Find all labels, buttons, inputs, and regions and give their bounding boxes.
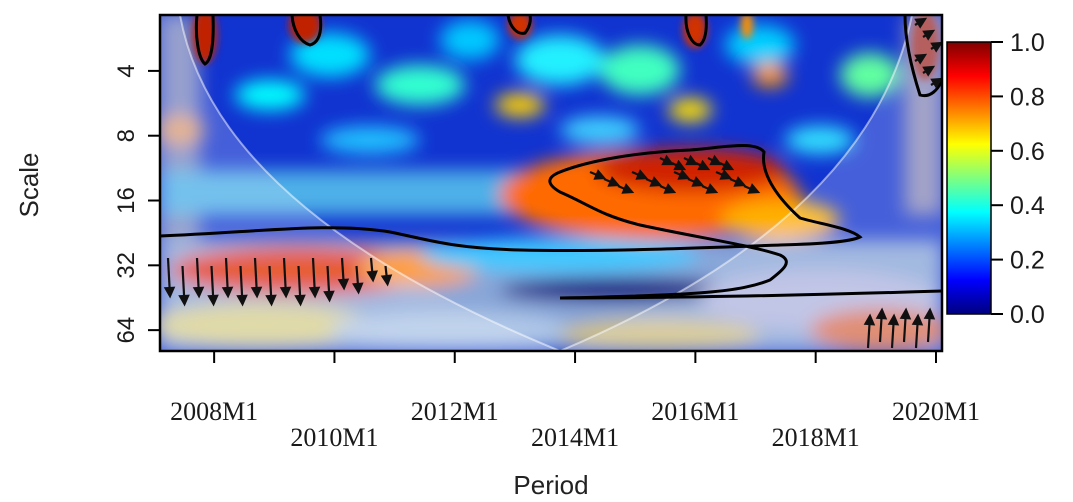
x-tick-label: 2020M1 <box>892 397 980 426</box>
x-tick-label: 2018M1 <box>772 423 860 452</box>
phase-arrow-head <box>709 154 723 166</box>
phase-arrow-head <box>323 290 335 303</box>
phase-arrow-head <box>279 286 292 299</box>
phase-arrow-head <box>221 286 234 299</box>
phase-arrow-head <box>875 307 888 320</box>
phase-arrow-head <box>930 41 942 53</box>
phase-arrow-head <box>747 183 761 194</box>
x-tick-label: 2008M1 <box>170 397 258 426</box>
phase-arrow-head <box>294 294 306 307</box>
phase-arrow-head <box>380 274 393 287</box>
phase-arrow-head <box>697 159 711 171</box>
colorbar-tick-label: 0.2 <box>1010 247 1045 275</box>
phase-arrow-head <box>607 176 621 187</box>
y-tick-label: 4 <box>113 64 140 77</box>
phase-arrow-head <box>721 159 735 171</box>
x-tick-label: 2010M1 <box>290 423 378 452</box>
colorbar-gradient <box>946 41 992 315</box>
phase-arrow-head <box>922 29 936 41</box>
phase-arrow-head <box>207 294 219 307</box>
phase-arrow-head <box>911 313 924 326</box>
phase-arrow-head <box>673 159 687 171</box>
phase-arrow-head <box>914 53 928 65</box>
x-tick-label: 2014M1 <box>531 423 619 452</box>
phase-arrow-head <box>308 286 321 299</box>
y-tick-label: 32 <box>113 252 140 279</box>
x-axis-title: Period <box>513 470 588 500</box>
y-axis-title: Scale <box>14 152 44 217</box>
phase-arrow-head <box>691 176 705 187</box>
colorbar-tick-label: 0.4 <box>1010 192 1045 220</box>
phase-arrow-head <box>649 176 663 187</box>
phase-arrow-head <box>923 307 936 320</box>
phase-arrow-head <box>899 307 912 320</box>
phase-arrow-head <box>352 282 364 295</box>
plot-frame <box>158 13 944 353</box>
phase-arrow-head <box>178 294 190 307</box>
phase-arrow-head <box>163 286 176 299</box>
phase-arrow-head <box>661 154 675 166</box>
phase-arrow-head <box>621 183 635 194</box>
colorbar-tick-label: 0.6 <box>1010 138 1045 166</box>
colorbar-tick-label: 1.0 <box>1010 29 1045 57</box>
colorbar-tick-label: 0.0 <box>1010 301 1045 329</box>
phase-arrow-head <box>914 17 928 29</box>
phase-arrow-head <box>733 176 747 187</box>
phase-arrow-head <box>685 154 699 166</box>
phase-arrow-head <box>863 313 876 326</box>
phase-arrow-head <box>922 65 936 77</box>
x-tick-label: 2016M1 <box>651 397 739 426</box>
y-tick-label: 64 <box>113 317 140 344</box>
x-axis: 2008M1 2010M1 2012M1 2014M1 2016M1 2018M1 2020… <box>170 351 980 452</box>
phase-arrow-head <box>236 294 248 307</box>
phase-arrow-head <box>677 169 691 180</box>
y-tick-label: 8 <box>113 129 140 142</box>
colorbar-tick-label: 0.8 <box>1010 83 1045 111</box>
phase-arrow-head <box>705 183 719 194</box>
phase-arrow-head <box>593 169 607 180</box>
colorbar: 0.0 0.2 0.4 0.6 0.8 1.0 <box>946 29 1045 329</box>
y-tick-label: 16 <box>113 187 140 214</box>
phase-arrow-head <box>887 313 900 326</box>
phase-arrow-head <box>192 286 205 299</box>
x-tick-label: 2012M1 <box>411 397 499 426</box>
phase-arrow-head <box>663 183 677 194</box>
phase-arrow-head <box>337 278 350 291</box>
coherence-heatmap <box>160 15 942 351</box>
phase-arrow-head <box>719 169 733 180</box>
phase-arrow-head <box>250 286 263 299</box>
y-axis: 4 8 16 32 64 <box>113 64 160 343</box>
phase-arrow-head <box>930 77 942 89</box>
phase-arrow-head <box>265 294 277 307</box>
phase-arrow-head <box>635 169 649 180</box>
phase-arrow-head <box>366 270 378 283</box>
